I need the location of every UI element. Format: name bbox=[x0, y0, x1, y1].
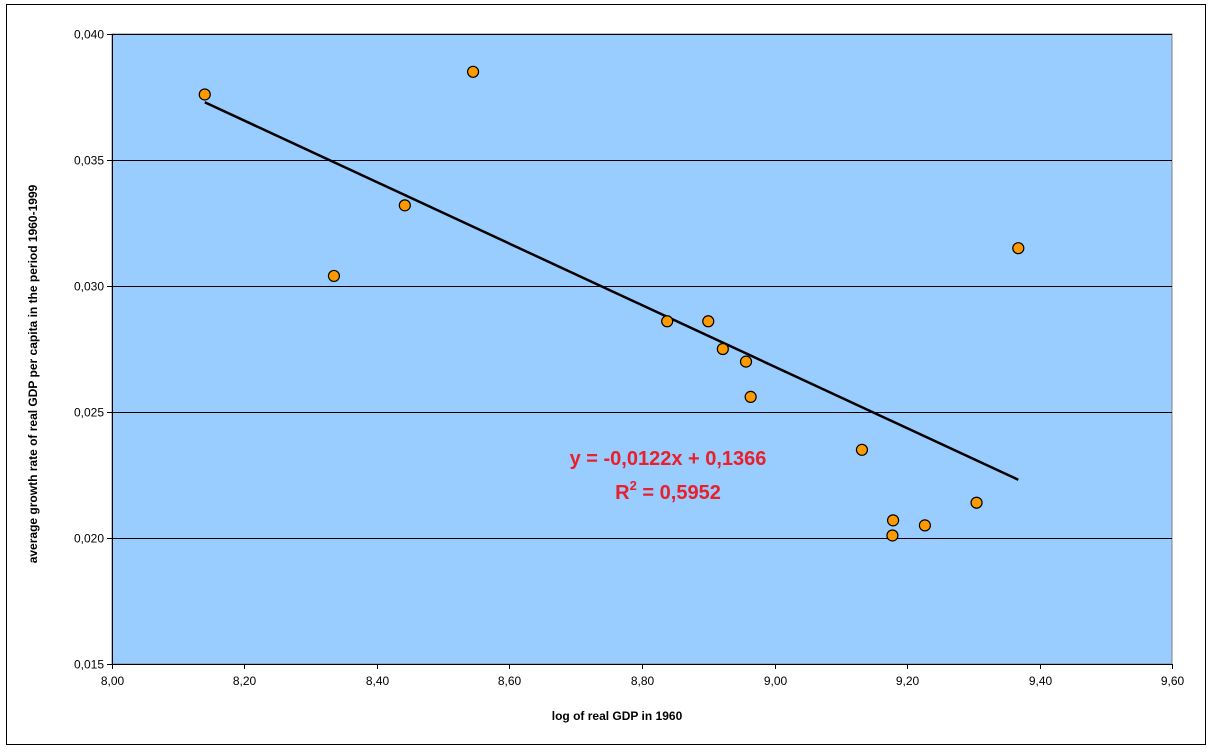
y-tick-label: 0,040 bbox=[74, 28, 104, 42]
x-tick-label: 8,20 bbox=[233, 674, 257, 688]
x-tick-label: 9,00 bbox=[764, 674, 788, 688]
r-squared-value: = 0,5952 bbox=[637, 482, 721, 504]
data-point bbox=[198, 88, 211, 101]
x-tick-label: 9,60 bbox=[1161, 674, 1185, 688]
y-axis-title: average growth rate of real GDP per capi… bbox=[26, 184, 40, 563]
r-squared-label: R2 = 0,5952 bbox=[615, 478, 721, 504]
plot-area bbox=[111, 33, 1173, 665]
x-tick-label: 8,60 bbox=[498, 674, 522, 688]
trendline-equation: y = -0,0122x + 0,1366 bbox=[570, 448, 767, 470]
axes: 0,015 0,020 0,025 0,030 0,035 0,040 8,00 8,20 8,… bbox=[74, 28, 1185, 689]
data-point bbox=[661, 315, 674, 328]
data-point bbox=[918, 519, 931, 532]
x-axis-title: log of real GDP in 1960 bbox=[552, 709, 683, 723]
data-point bbox=[886, 514, 900, 527]
data-point bbox=[398, 199, 411, 212]
data-points bbox=[198, 65, 1025, 542]
y-tick-label: 0,015 bbox=[74, 658, 104, 672]
data-point bbox=[327, 269, 341, 283]
data-point bbox=[744, 390, 757, 403]
scatter-chart: 0,015 0,020 0,025 0,030 0,035 0,040 8,00 8,20 8,… bbox=[26, 28, 1185, 724]
x-tick-label: 8,80 bbox=[631, 674, 655, 688]
x-tick-label: 9,40 bbox=[1029, 674, 1053, 688]
r-squared-prefix: R bbox=[615, 482, 630, 504]
trendline-layer bbox=[204, 101, 1019, 481]
data-point bbox=[1012, 242, 1025, 255]
chart-frame: 0,015 0,020 0,025 0,030 0,035 0,040 8,00 8,20 8,… bbox=[6, 4, 1206, 745]
data-point bbox=[716, 342, 729, 356]
gridlines bbox=[112, 34, 1172, 539]
y-tick-label: 0,030 bbox=[74, 280, 104, 294]
data-point bbox=[970, 496, 983, 509]
data-point bbox=[739, 355, 753, 368]
trendline bbox=[204, 101, 1019, 481]
y-tick-label: 0,035 bbox=[74, 154, 104, 168]
r-squared-superscript: 2 bbox=[630, 478, 637, 493]
data-point bbox=[466, 65, 480, 78]
x-tick-label: 8,40 bbox=[366, 674, 390, 688]
x-tick-label: 9,20 bbox=[896, 674, 920, 688]
data-point bbox=[702, 315, 715, 328]
y-tick-label: 0,025 bbox=[74, 406, 104, 420]
x-tick-label: 8,00 bbox=[101, 674, 125, 688]
data-point bbox=[855, 443, 869, 456]
y-tick-label: 0,020 bbox=[74, 532, 104, 546]
data-point bbox=[886, 529, 899, 542]
